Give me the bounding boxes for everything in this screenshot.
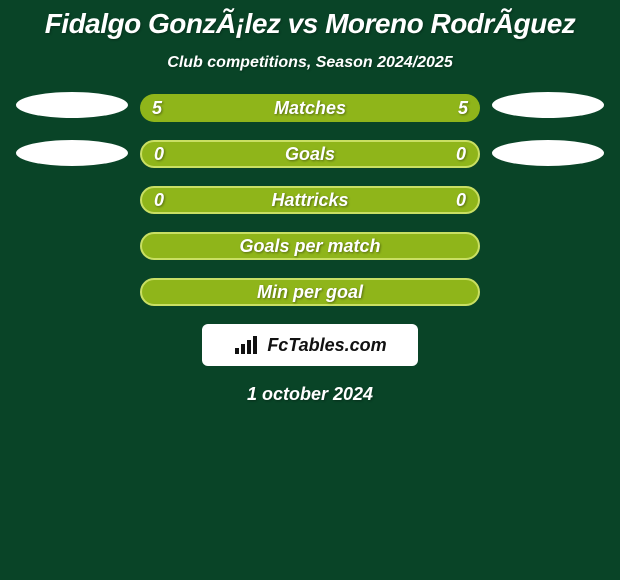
stat-label: Min per goal <box>142 282 478 303</box>
page-title: Fidalgo GonzÃ¡lez vs Moreno RodrÃ­guez <box>0 0 620 40</box>
player-left-ellipse <box>16 140 128 166</box>
stat-bar: 0Goals0 <box>140 140 480 168</box>
stat-row: Goals per match <box>10 232 610 260</box>
stat-row: 0Goals0 <box>10 140 610 168</box>
player-right-ellipse <box>492 140 604 166</box>
watermark-text: FcTables.com <box>267 335 386 356</box>
stat-row: 0Hattricks0 <box>10 186 610 214</box>
stat-label: Goals per match <box>142 236 478 257</box>
stat-label: Hattricks <box>142 190 478 211</box>
stat-label: Goals <box>142 144 478 165</box>
stat-bar: Min per goal <box>140 278 480 306</box>
stat-row: Min per goal <box>10 278 610 306</box>
stat-bar: 0Hattricks0 <box>140 186 480 214</box>
stats-area: 5Matches5 0Goals0 0Hattricks0 Goals per mat… <box>0 94 620 306</box>
player-right-ellipse <box>492 92 604 118</box>
subtitle: Club competitions, Season 2024/2025 <box>0 54 620 72</box>
stat-bar: 5Matches5 <box>140 94 480 122</box>
watermark: FcTables.com <box>202 324 418 366</box>
stat-bar: Goals per match <box>140 232 480 260</box>
comparison-card: Fidalgo GonzÃ¡lez vs Moreno RodrÃ­guez C… <box>0 0 620 580</box>
stat-row: 5Matches5 <box>10 94 610 122</box>
bar-chart-icon <box>233 334 261 356</box>
player-left-ellipse <box>16 92 128 118</box>
stat-label: Matches <box>140 98 480 119</box>
date-line: 1 october 2024 <box>0 384 620 405</box>
